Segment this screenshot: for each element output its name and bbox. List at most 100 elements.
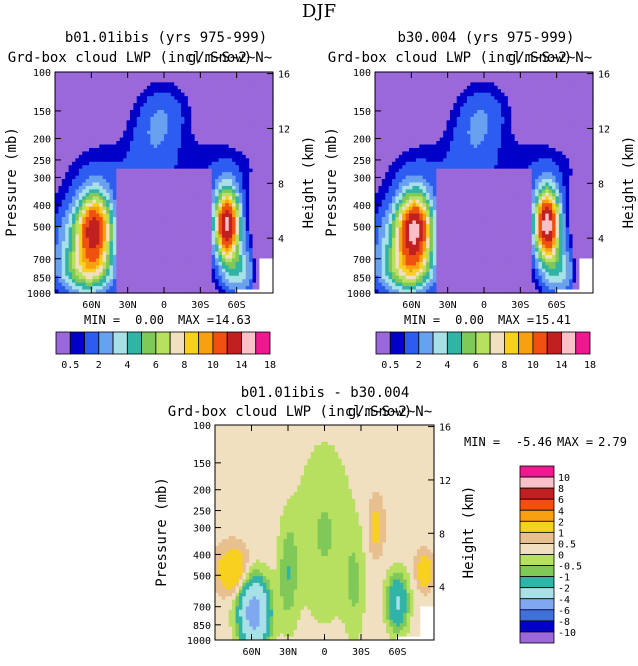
contour-cell (109, 103, 114, 108)
contour-cell (191, 255, 196, 260)
contour-cell (225, 185, 230, 190)
contour-cell (269, 75, 274, 80)
contour-cell (133, 244, 138, 249)
contour-cell (579, 72, 584, 77)
contour-cell (432, 92, 437, 97)
contour-cell (208, 147, 213, 153)
contour-cell (150, 158, 155, 163)
contour-cell (582, 82, 587, 87)
contour-cell (112, 217, 117, 222)
contour-cell (153, 203, 158, 208)
contour-cell (68, 92, 73, 97)
contour-cell (245, 261, 250, 266)
contour-cell (167, 272, 172, 277)
contour-cell (575, 99, 580, 104)
colorbar-swatch (69, 331, 85, 355)
contour-cell (133, 196, 138, 201)
contour-cell (218, 82, 223, 87)
contour-cell (170, 168, 175, 173)
contour-cell (187, 106, 192, 111)
contour-cell (439, 72, 444, 77)
contour-cell (126, 272, 131, 277)
contour-cell (65, 120, 70, 125)
contour-cell (252, 85, 257, 90)
contour-cell (249, 223, 254, 228)
contour-cell (174, 154, 179, 159)
contour-cell (72, 261, 77, 266)
contour-cell (102, 127, 107, 132)
contour-cell (61, 172, 66, 177)
contour-cell (55, 217, 60, 222)
contour-cell (65, 286, 70, 291)
contour-cell (215, 268, 220, 273)
contour-cell (252, 213, 257, 218)
contour-cell (552, 72, 557, 77)
contour-cell (378, 89, 383, 94)
contour-cell (466, 92, 471, 97)
contour-cell (55, 237, 60, 242)
contour-cell (501, 75, 506, 80)
contour-cell (194, 72, 199, 77)
contour-cell (129, 182, 134, 187)
contour-cell (221, 75, 226, 80)
contour-cell (194, 123, 199, 128)
contour-cell (106, 144, 111, 149)
contour-cell (259, 199, 264, 204)
contour-cell (116, 241, 121, 246)
contour-cell (112, 196, 117, 201)
contour-cell (85, 182, 90, 187)
contour-cell (235, 289, 240, 294)
contour-cell (238, 106, 243, 111)
contour-cell (388, 113, 393, 118)
contour-cell (422, 103, 427, 108)
contour-cell (259, 144, 264, 149)
contour-cell (61, 275, 66, 280)
contour-cell (82, 147, 87, 153)
contour-cell (582, 85, 587, 90)
contour-cell (129, 113, 134, 118)
contour-cell (133, 255, 138, 260)
contour-cell (521, 85, 526, 90)
contour-cell (82, 185, 87, 190)
contour-cell (531, 113, 536, 118)
contour-cell (269, 158, 274, 163)
contour-cell (153, 213, 158, 218)
contour-cell (123, 258, 128, 263)
contour-cell (119, 261, 124, 266)
contour-cell (123, 72, 128, 77)
contour-cell (259, 251, 264, 256)
contour-cell (89, 185, 94, 190)
contour-cell (119, 154, 124, 159)
contour-cell (89, 123, 94, 128)
contour-cell (58, 96, 63, 101)
contour-cell (477, 78, 482, 83)
contour-cell (99, 161, 104, 166)
contour-cell (164, 123, 169, 128)
contour-cell (456, 96, 461, 101)
contour-cell (395, 113, 400, 118)
contour-cell (106, 289, 111, 294)
contour-cell (129, 199, 134, 204)
contour-cell (569, 89, 574, 94)
contour-cell (201, 279, 206, 284)
contour-cell (140, 217, 145, 222)
contour-cell (575, 82, 580, 87)
contour-cell (221, 72, 226, 77)
contour-cell (102, 89, 107, 94)
contour-cell (402, 109, 407, 115)
contour-cell (143, 134, 148, 139)
contour-cell (402, 78, 407, 83)
contour-cell (381, 89, 386, 94)
contour-cell (109, 213, 114, 218)
contour-cell (164, 227, 169, 232)
contour-cell (245, 127, 250, 132)
contour-cell (218, 158, 223, 163)
contour-cell (249, 210, 254, 215)
contour-cell (419, 99, 424, 104)
contour-cell (375, 103, 380, 108)
contour-cell (109, 272, 114, 277)
contour-cell (167, 237, 172, 242)
contour-cell (112, 189, 117, 194)
contour-cell (194, 217, 199, 222)
contour-cell (463, 99, 468, 104)
